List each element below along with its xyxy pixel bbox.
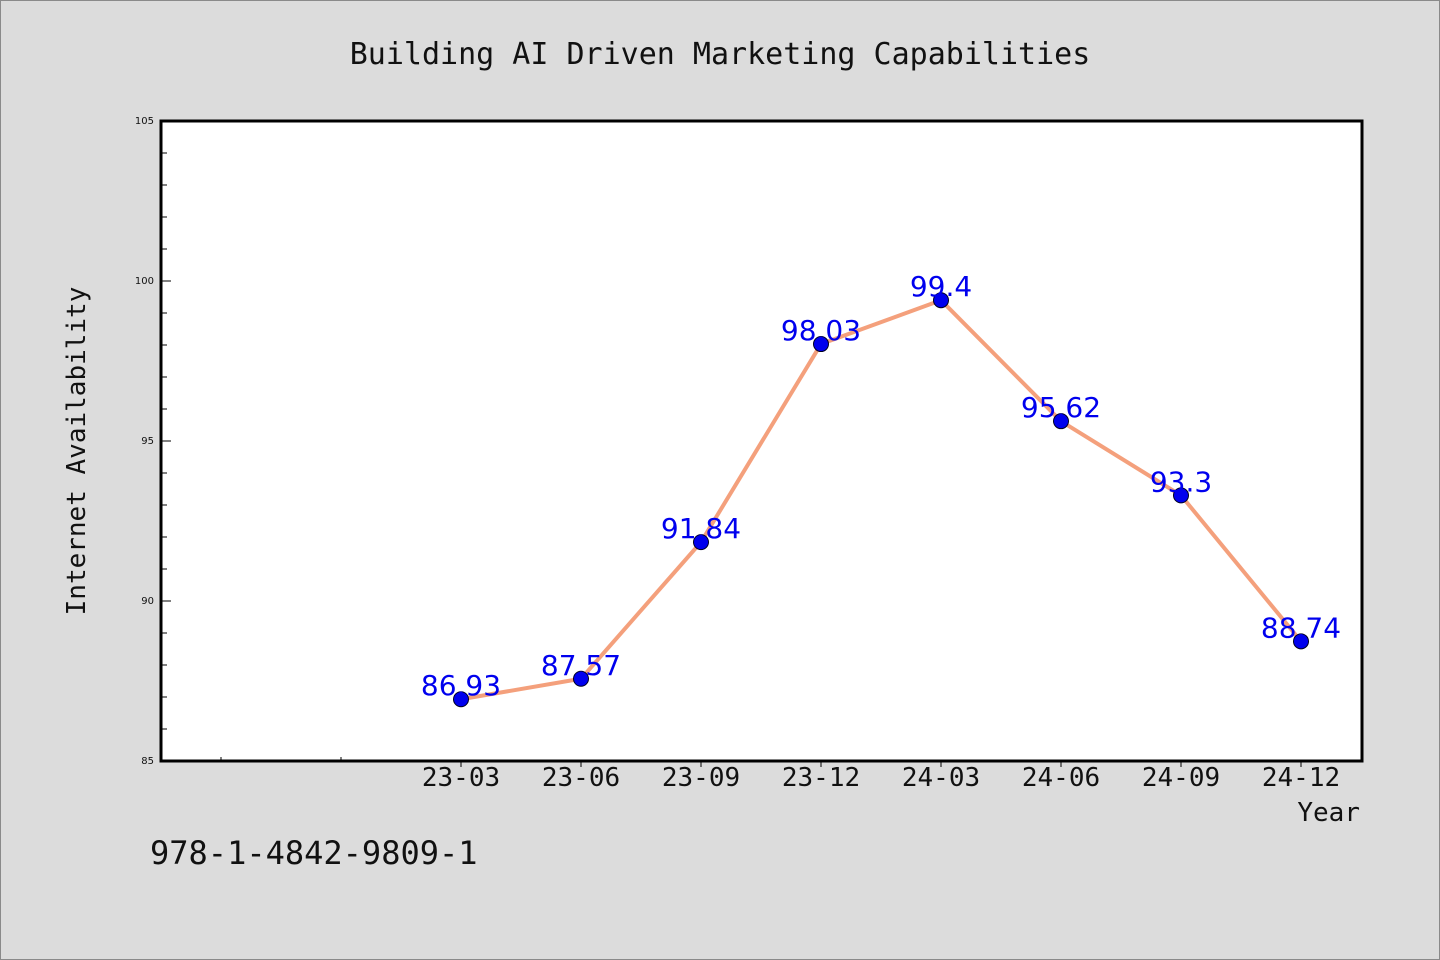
y-axis-label: Internet Availability [62, 287, 92, 616]
x-tick-label: 24-09 [1142, 763, 1220, 793]
x-tick-label: 24-03 [902, 763, 980, 793]
x-tick-label: 23-09 [662, 763, 740, 793]
data-point [453, 691, 469, 708]
data-point [1053, 413, 1069, 430]
x-axis-label: Year [1297, 798, 1360, 828]
data-point [1293, 633, 1309, 650]
data-label: 99.4 [910, 270, 972, 303]
y-tick-label: 85 [141, 756, 154, 767]
isbn-text: 978-1-4842-9809-1 [150, 834, 478, 872]
x-tick-label: 24-12 [1262, 763, 1340, 793]
series-polyline [460, 298, 1303, 702]
series-line [460, 298, 1303, 702]
y-axis: 85 90 95 100 105 [135, 116, 171, 767]
data-label: 86.93 [421, 669, 501, 702]
data-label: 98.03 [781, 314, 861, 347]
data-point [693, 534, 709, 551]
data-label: 91.84 [661, 512, 741, 545]
data-label: 93.3 [1150, 465, 1212, 498]
x-axis: 23-03 23-06 23-09 23-12 24-03 24-06 24-09 24-12 [220, 757, 1340, 793]
data-point [1173, 487, 1189, 504]
x-tick-label: 23-06 [542, 763, 620, 793]
data-label: 88.74 [1261, 611, 1341, 644]
x-tick-label: 23-12 [782, 763, 860, 793]
y-tick-label: 95 [141, 436, 154, 447]
chart-title: Building AI Driven Marketing Capabilitie… [350, 37, 1091, 72]
x-tick-label: 23-03 [422, 763, 500, 793]
y-tick-label: 90 [141, 596, 154, 607]
data-point [813, 336, 829, 353]
data-label: 87.57 [541, 649, 621, 682]
y-tick-label: 105 [135, 116, 154, 127]
data-point [573, 670, 589, 687]
x-tick-label: 24-06 [1022, 763, 1100, 793]
series-markers [453, 292, 1309, 708]
y-tick-label: 100 [135, 276, 154, 287]
data-point [933, 292, 949, 309]
data-labels: 86.93 87.57 91.84 98.03 99.4 95.62 93.3 88.74 [421, 270, 1341, 702]
data-label: 95.62 [1021, 391, 1101, 424]
